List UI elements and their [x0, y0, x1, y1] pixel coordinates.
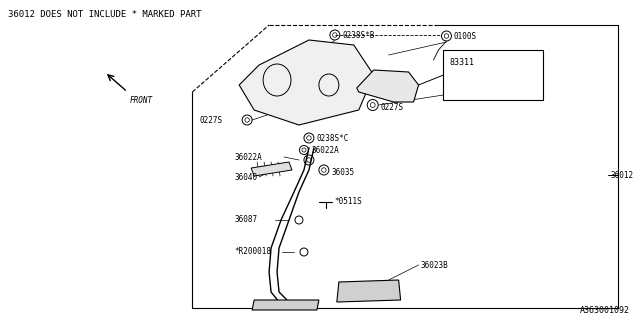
- Text: FRONT: FRONT: [129, 96, 153, 105]
- Polygon shape: [252, 300, 319, 310]
- Text: *0511S: *0511S: [334, 197, 362, 206]
- Text: 0100S: 0100S: [453, 31, 477, 41]
- Text: 36022A: 36022A: [234, 153, 262, 162]
- Text: *R200018: *R200018: [234, 247, 271, 257]
- Text: 0227S: 0227S: [381, 102, 404, 111]
- Text: 0238S*B: 0238S*B: [343, 30, 375, 39]
- Text: 36012: 36012: [611, 171, 634, 180]
- Text: 0227S: 0227S: [199, 116, 223, 124]
- Text: 36035: 36035: [332, 167, 355, 177]
- Text: 36012 DOES NOT INCLUDE * MARKED PART: 36012 DOES NOT INCLUDE * MARKED PART: [8, 10, 202, 19]
- Text: 36087: 36087: [234, 215, 257, 225]
- Text: 36022A: 36022A: [312, 146, 340, 155]
- FancyBboxPatch shape: [444, 50, 543, 100]
- Text: 0238S*C: 0238S*C: [317, 133, 349, 142]
- Text: 36023B: 36023B: [420, 260, 448, 269]
- Text: 83311: 83311: [449, 58, 474, 67]
- Text: A363001092: A363001092: [580, 306, 630, 315]
- Polygon shape: [239, 40, 374, 125]
- Polygon shape: [356, 70, 419, 102]
- Text: 36040: 36040: [234, 172, 257, 181]
- Polygon shape: [251, 162, 292, 176]
- Polygon shape: [337, 280, 401, 302]
